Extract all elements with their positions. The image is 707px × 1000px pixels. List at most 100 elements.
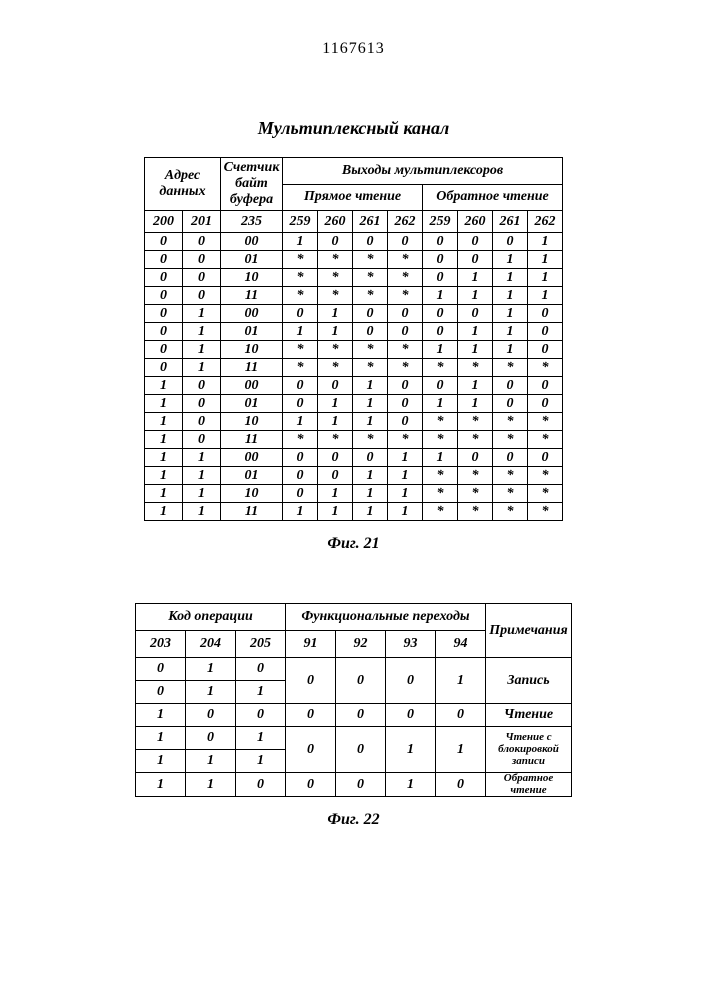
table-cell: 1 <box>283 233 318 251</box>
table-cell: * <box>388 287 423 305</box>
table-cell: * <box>318 341 353 359</box>
column-number: 201 <box>183 211 221 233</box>
table-cell: 1 <box>318 503 353 521</box>
table-cell: 0 <box>353 233 388 251</box>
table-cell: * <box>458 413 493 431</box>
table-cell: * <box>528 431 563 449</box>
table-cell: * <box>353 287 388 305</box>
table-cell: 0 <box>183 431 221 449</box>
table-cell: 1 <box>353 503 388 521</box>
table-cell: * <box>353 431 388 449</box>
table-cell: 0 <box>136 658 186 681</box>
table-cell: 0 <box>388 377 423 395</box>
table-cell: 0 <box>423 377 458 395</box>
table-cell: 0 <box>336 727 386 773</box>
table-cell: * <box>458 359 493 377</box>
table-cell: 1 <box>493 323 528 341</box>
table-cell: 1 <box>388 485 423 503</box>
table-cell: * <box>423 485 458 503</box>
table-cell: 1 <box>458 269 493 287</box>
column-number: 259 <box>283 211 318 233</box>
table-cell: 0 <box>528 377 563 395</box>
table-cell: * <box>493 359 528 377</box>
column-number: 203 <box>136 631 186 658</box>
table-cell: 0 <box>236 773 286 797</box>
notes-cell: Запись <box>486 658 572 704</box>
table-cell: * <box>528 503 563 521</box>
table-cell: 10 <box>221 341 283 359</box>
table-cell: 0 <box>353 449 388 467</box>
table-cell: 1 <box>528 233 563 251</box>
table-cell: 1 <box>183 503 221 521</box>
table-cell: 0 <box>386 704 436 727</box>
table-cell: 1 <box>145 377 183 395</box>
table-cell: 0 <box>145 305 183 323</box>
table-cell: 0 <box>145 287 183 305</box>
table-cell: 0 <box>436 704 486 727</box>
column-number: 260 <box>458 211 493 233</box>
table-cell: 0 <box>283 305 318 323</box>
table-cell: 10 <box>221 485 283 503</box>
table-cell: * <box>423 503 458 521</box>
column-number: 259 <box>423 211 458 233</box>
table-cell: 0 <box>145 269 183 287</box>
table-cell: * <box>528 485 563 503</box>
table-cell: 0 <box>493 377 528 395</box>
table-cell: * <box>423 467 458 485</box>
table-cell: 1 <box>436 658 486 704</box>
table-cell: 1 <box>145 485 183 503</box>
header-forward-read: Прямое чтение <box>283 184 423 211</box>
table-cell: * <box>353 269 388 287</box>
table-cell: 0 <box>436 773 486 797</box>
page-title: Мультиплексный канал <box>0 118 707 139</box>
table-cell: 1 <box>493 251 528 269</box>
table-cell: 0 <box>528 323 563 341</box>
table-cell: 0 <box>388 323 423 341</box>
table-cell: 1 <box>528 269 563 287</box>
table-cell: 1 <box>423 287 458 305</box>
table-cell: 0 <box>145 233 183 251</box>
table-cell: 10 <box>221 413 283 431</box>
table-cell: * <box>458 485 493 503</box>
table-cell: 0 <box>318 449 353 467</box>
table-cell: * <box>388 269 423 287</box>
table-cell: 0 <box>283 467 318 485</box>
column-number: 205 <box>236 631 286 658</box>
table-cell: 0 <box>145 341 183 359</box>
table-cell: 0 <box>528 395 563 413</box>
table-cell: 1 <box>318 485 353 503</box>
table-cell: 1 <box>353 467 388 485</box>
table-cell: 11 <box>221 431 283 449</box>
table-cell: 1 <box>353 377 388 395</box>
table-cell: 1 <box>183 341 221 359</box>
table-cell: * <box>283 251 318 269</box>
table-cell: 11 <box>221 503 283 521</box>
column-number: 262 <box>388 211 423 233</box>
table-cell: 1 <box>458 395 493 413</box>
table-cell: 0 <box>423 269 458 287</box>
table-cell: * <box>458 467 493 485</box>
table-cell: 0 <box>353 305 388 323</box>
table-cell: 1 <box>183 359 221 377</box>
table-cell: * <box>388 251 423 269</box>
table-cell: 0 <box>183 251 221 269</box>
table-cell: 1 <box>236 727 286 750</box>
header-reverse-read: Обратное чтение <box>423 184 563 211</box>
table-cell: 1 <box>186 773 236 797</box>
table-cell: * <box>493 467 528 485</box>
table-cell: 0 <box>183 269 221 287</box>
table-cell: * <box>493 413 528 431</box>
table-cell: 0 <box>283 395 318 413</box>
document-number: 1167613 <box>0 40 707 58</box>
column-number: 92 <box>336 631 386 658</box>
table-cell: 0 <box>458 305 493 323</box>
table-cell: * <box>458 503 493 521</box>
table-cell: 0 <box>388 233 423 251</box>
column-number: 94 <box>436 631 486 658</box>
table-cell: 1 <box>136 727 186 750</box>
column-number: 261 <box>353 211 388 233</box>
table-cell: 0 <box>386 658 436 704</box>
column-number: 260 <box>318 211 353 233</box>
table-cell: 0 <box>388 413 423 431</box>
table-cell: 0 <box>283 449 318 467</box>
